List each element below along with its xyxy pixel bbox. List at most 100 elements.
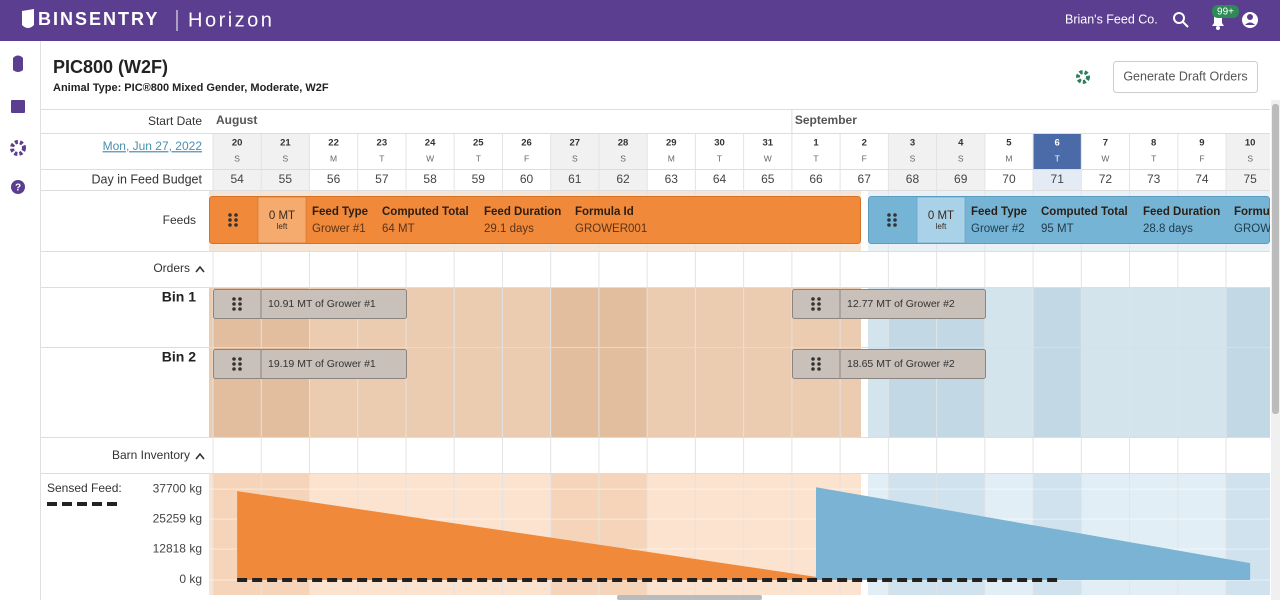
badge <box>1212 5 1239 18</box>
budget-day: 71 <box>1051 172 1065 186</box>
bin-name: Bin 2 <box>162 349 196 365</box>
feed-field-value: 28.8 days <box>1143 223 1193 235</box>
drag-dot <box>817 307 821 311</box>
feed-block-bg <box>209 196 861 244</box>
feed-field-value: GROWER001 <box>575 223 647 235</box>
drag-dot <box>238 297 242 301</box>
start-date-label: Start Date <box>148 114 202 128</box>
drag-dot <box>817 367 821 371</box>
feed-field-value: 29.1 days <box>484 223 534 235</box>
weekend-cell <box>598 133 648 190</box>
feeds-label: Feeds <box>163 213 196 227</box>
drag-dot <box>238 367 242 371</box>
product[interactable]: Horizon <box>188 9 274 31</box>
nav-help[interactable] <box>11 180 25 194</box>
weekend-cell <box>936 133 985 190</box>
orders-label[interactable]: Orders <box>153 261 190 275</box>
budget-day: 62 <box>616 172 630 186</box>
budget-day: 72 <box>1099 172 1113 186</box>
budget-day: 55 <box>279 172 293 186</box>
brand[interactable]: BINSENTRY <box>38 9 159 29</box>
budget-day: 66 <box>809 172 823 186</box>
settings-icon[interactable] <box>1076 70 1090 84</box>
inventory-toggle[interactable] <box>195 452 205 460</box>
inventory-label[interactable]: Barn Inventory <box>112 448 190 462</box>
budget-day: 60 <box>520 172 534 186</box>
drag-dot <box>893 218 897 222</box>
day-number: 3 <box>910 138 915 149</box>
day-number: 9 <box>1199 138 1204 149</box>
drag-dot <box>887 218 891 222</box>
y-tick-label: 0 kg <box>179 572 202 586</box>
drag-dot <box>887 223 891 227</box>
order-chip[interactable]: 12.77 MT of Grower #2 <box>792 289 986 319</box>
drag-dot <box>238 357 242 361</box>
drag-dot <box>817 302 821 306</box>
weekday: S <box>1247 153 1253 163</box>
feed-field-value: 95 MT <box>1041 223 1074 235</box>
remaining-box <box>257 196 307 244</box>
orders-toggle[interactable] <box>195 265 205 273</box>
weekday: F <box>862 153 867 163</box>
company[interactable]: Brian's Feed Co. <box>1065 12 1158 26</box>
month: September <box>795 113 857 127</box>
draft-button-label[interactable]: Generate Draft Orders <box>1123 69 1247 83</box>
budget-day: 64 <box>713 172 727 186</box>
nav-bins[interactable] <box>13 55 23 73</box>
chip-bg <box>213 289 407 319</box>
day-number: 5 <box>1006 138 1012 149</box>
drag-dot <box>811 357 815 361</box>
bins-weekend <box>1226 288 1270 437</box>
order-chip[interactable]: 19.19 MT of Grower #1 <box>213 349 407 379</box>
search-icon[interactable] <box>1173 12 1189 28</box>
bins-weekend <box>598 288 648 437</box>
budget-day: 68 <box>906 172 920 186</box>
weekday: S <box>572 153 578 163</box>
order-chip[interactable]: 10.91 MT of Grower #1 <box>213 289 407 319</box>
nav-list[interactable] <box>11 100 25 113</box>
logo-icon[interactable] <box>22 9 34 28</box>
order-chip[interactable]: 18.65 MT of Grower #2 <box>792 349 986 379</box>
day-number: 25 <box>473 138 484 149</box>
page-title: PIC800 (W2F) <box>53 57 168 77</box>
weekday: T <box>379 153 384 163</box>
chip-bg <box>792 289 986 319</box>
draft-button[interactable] <box>1113 61 1258 93</box>
day-number: 26 <box>521 138 532 149</box>
drag-dot <box>811 307 815 311</box>
day-number: 1 <box>813 138 819 149</box>
weekday: M <box>1005 153 1012 163</box>
drag-dot <box>228 213 232 217</box>
y-tick-label: 25259 kg <box>153 511 202 525</box>
feed-field-label: Computed Total <box>1041 206 1128 218</box>
v-scroll-thumb[interactable] <box>1272 104 1279 414</box>
feed-field-label: Formula Id <box>1234 206 1280 218</box>
day-number: 2 <box>862 138 867 149</box>
weekday: T <box>717 153 722 163</box>
h-scroll-thumb[interactable] <box>617 595 762 600</box>
selected-budget <box>1033 169 1082 190</box>
drag-dot <box>238 302 242 306</box>
weekday: S <box>620 153 626 163</box>
nav-settings[interactable] <box>10 140 26 156</box>
budget-day: 69 <box>954 172 968 186</box>
start-date[interactable]: Mon, Jun 27, 2022 <box>103 139 203 153</box>
budget-day: 58 <box>423 172 437 186</box>
day-number: 4 <box>958 138 964 149</box>
feed-field-label: Computed Total <box>382 206 469 218</box>
weekend-cell <box>261 133 310 190</box>
day-number: 23 <box>377 138 388 149</box>
badge-count: 99+ <box>1217 7 1234 18</box>
budget-day: 54 <box>230 172 244 186</box>
drag-dot <box>232 367 236 371</box>
order-text: 19.19 MT of Grower #1 <box>268 358 376 370</box>
drag-dot <box>234 218 238 222</box>
day-number: 22 <box>328 138 339 149</box>
drag-dot <box>232 297 236 301</box>
drag-dot <box>232 362 236 366</box>
weekday: F <box>524 153 529 163</box>
user-icon[interactable] <box>1242 12 1258 28</box>
